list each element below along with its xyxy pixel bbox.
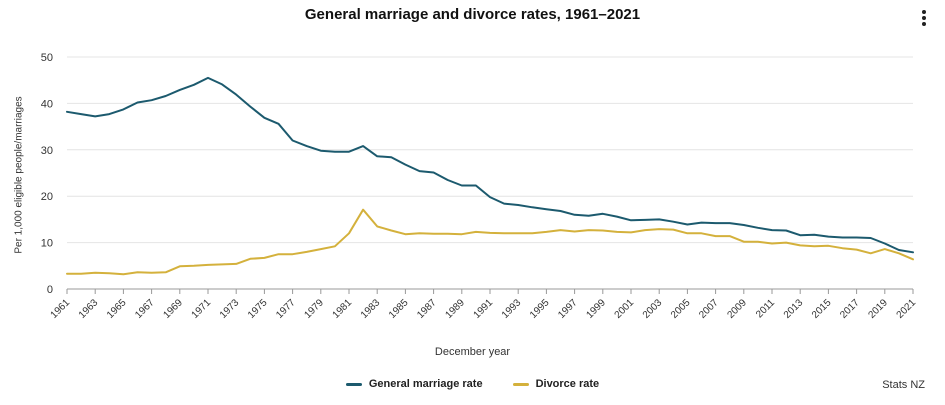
series-line-marriage-rate[interactable] (66, 76, 914, 254)
x-tick-label: 2021 (895, 297, 919, 321)
x-tick-label: 2007 (697, 297, 721, 321)
x-tick-label: 1975 (246, 297, 270, 321)
legend-swatch-divorce (512, 382, 529, 386)
legend-item-marriage[interactable]: General marriage rate (345, 378, 483, 390)
legend-swatch-marriage (345, 382, 362, 386)
kebab-menu-icon[interactable] (921, 10, 927, 30)
x-tick-label: 2001 (613, 297, 637, 321)
y-tick-label: 10 (41, 238, 53, 250)
x-tick-label: 1991 (472, 297, 496, 321)
x-tick-label: 2009 (725, 297, 749, 321)
x-tick-label: 1961 (49, 297, 73, 321)
y-tick-label: 20 (41, 191, 53, 203)
x-tick-label: 1995 (528, 297, 552, 321)
x-tick-label: 1977 (274, 297, 298, 321)
x-tick-label: 2015 (810, 297, 834, 321)
x-tick-label: 1993 (500, 297, 524, 321)
x-axis-title: December year (434, 346, 511, 358)
x-tick-label: 2005 (669, 297, 693, 321)
x-tick-label: 1989 (443, 297, 467, 321)
x-tick-label: 1973 (218, 297, 242, 321)
legend-item-divorce[interactable]: Divorce rate (512, 378, 600, 390)
legend-label-marriage: General marriage rate (368, 378, 483, 390)
x-tick-label: 1979 (302, 297, 326, 321)
x-tick-label: 2011 (754, 297, 777, 320)
x-tick-label: 1971 (190, 297, 214, 321)
y-tick-label: 0 (47, 284, 53, 296)
series-line-divorce-rate[interactable] (66, 208, 914, 276)
x-tick-label: 1967 (133, 297, 157, 321)
source-credit: Stats NZ (882, 379, 925, 391)
y-tick-label: 50 (41, 52, 53, 64)
x-tick-label: 1981 (331, 297, 355, 321)
legend-label-divorce: Divorce rate (535, 378, 600, 390)
y-tick-label: 30 (41, 145, 53, 157)
line-chart: 0 10 20 30 40 50 1961 1963 1965 1967 1969 1971 1973… (41, 52, 919, 321)
x-tick-label: 2019 (866, 297, 890, 321)
y-tick-label: 40 (41, 98, 53, 110)
x-tick-label: 1969 (161, 297, 185, 321)
x-tick-label: 1963 (77, 297, 101, 321)
legend: General marriage rate Divorce rate (0, 378, 945, 390)
x-tick-label: 1987 (415, 297, 439, 321)
x-tick-label: 1999 (584, 297, 608, 321)
x-tick-label: 1983 (359, 297, 383, 321)
chart-title: General marriage and divorce rates, 1961… (304, 6, 641, 23)
x-tick-label: 1985 (387, 297, 411, 321)
x-tick-label: 2017 (838, 297, 862, 321)
x-tick-label: 1965 (105, 297, 129, 321)
x-tick-label: 2013 (782, 297, 806, 321)
x-tick-label: 2003 (641, 297, 665, 321)
x-tick-label: 1997 (556, 297, 580, 321)
